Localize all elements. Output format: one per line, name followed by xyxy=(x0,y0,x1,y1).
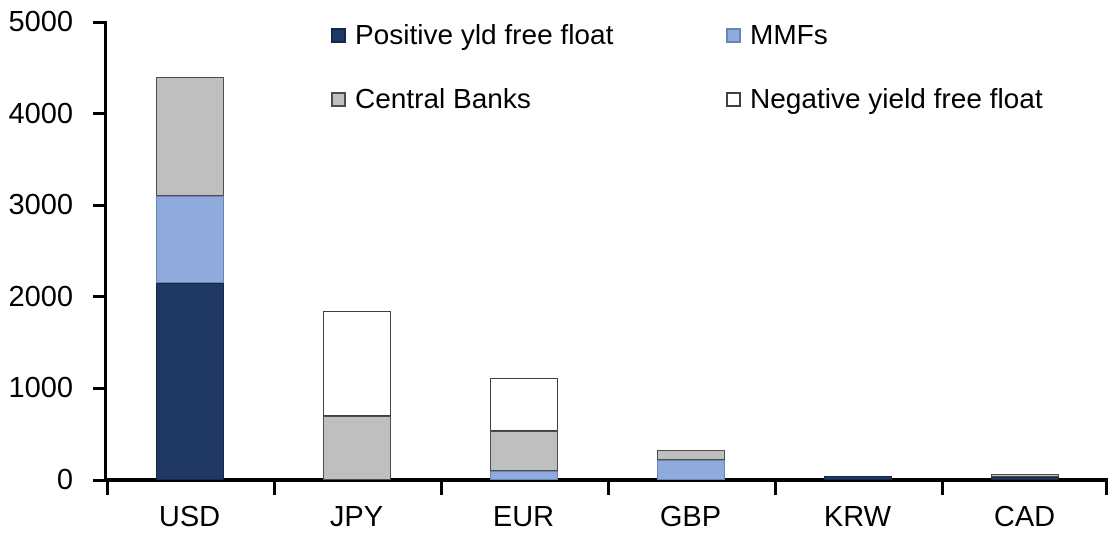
y-axis-label: 3000 xyxy=(8,189,73,222)
x-axis-label-cad: CAD xyxy=(993,501,1056,533)
x-axis-label-eur: EUR xyxy=(492,501,555,533)
bar-segment-cad xyxy=(990,473,1059,477)
legend-label: MMFs xyxy=(750,19,828,50)
y-axis-label: 5000 xyxy=(8,6,73,38)
x-axis-label-jpy: JPY xyxy=(329,501,384,533)
legend-swatch-central-banks xyxy=(331,91,346,107)
legend-item-central-banks: Central Banks xyxy=(331,84,531,114)
y-axis-tick xyxy=(93,112,107,116)
y-axis-tick xyxy=(93,386,107,390)
bar-segment-gbp xyxy=(656,449,725,461)
y-axis-label: 0 xyxy=(56,464,73,496)
bar-segment-krw xyxy=(823,475,892,480)
x-axis-tick xyxy=(1105,482,1108,495)
x-axis-tick xyxy=(941,482,944,495)
y-axis-label: 2000 xyxy=(8,280,73,313)
bar-segment-cad xyxy=(990,476,1059,480)
bar-segment-eur xyxy=(489,378,558,431)
y-axis-tick xyxy=(93,478,107,482)
y-axis-tick xyxy=(93,20,107,24)
bar-segment-gbp xyxy=(656,460,725,480)
legend-item-positive-yld-free-float: Positive yld free float xyxy=(331,20,613,50)
bar-segment-jpy xyxy=(322,415,391,480)
y-axis-tick xyxy=(93,295,107,299)
x-axis-tick xyxy=(774,482,777,495)
x-axis-label-krw: KRW xyxy=(823,501,892,533)
legend-item-negative-yield-free-float: Negative yield free float xyxy=(726,84,1043,114)
bar-segment-eur xyxy=(489,430,558,471)
x-axis-line xyxy=(104,478,1108,482)
legend-swatch-negative-yield-free-float xyxy=(726,91,741,107)
x-axis-tick xyxy=(273,482,276,495)
y-axis-label: 1000 xyxy=(8,372,73,405)
y-axis-tick xyxy=(93,203,107,207)
bar-segment-usd xyxy=(155,196,224,284)
x-axis-label-usd: USD xyxy=(158,501,221,533)
bar-segment-usd xyxy=(155,283,224,480)
y-axis-line xyxy=(104,22,107,482)
bar-segment-eur xyxy=(489,470,558,480)
legend-swatch-mmfs xyxy=(726,27,741,43)
legend-swatch-positive-yld-free-float xyxy=(331,27,346,43)
y-axis-label: 4000 xyxy=(8,97,73,130)
x-axis-tick xyxy=(106,482,109,495)
legend-label: Negative yield free float xyxy=(750,83,1043,114)
legend-label: Positive yld free float xyxy=(355,19,614,50)
x-axis-tick xyxy=(440,482,443,495)
legend-item-mmfs: MMFs xyxy=(726,20,828,50)
x-axis-tick xyxy=(607,482,610,495)
legend-label: Central Banks xyxy=(355,83,531,114)
bar-segment-jpy xyxy=(322,310,391,416)
x-axis-label-gbp: GBP xyxy=(659,501,722,533)
bar-segment-usd xyxy=(155,76,224,197)
